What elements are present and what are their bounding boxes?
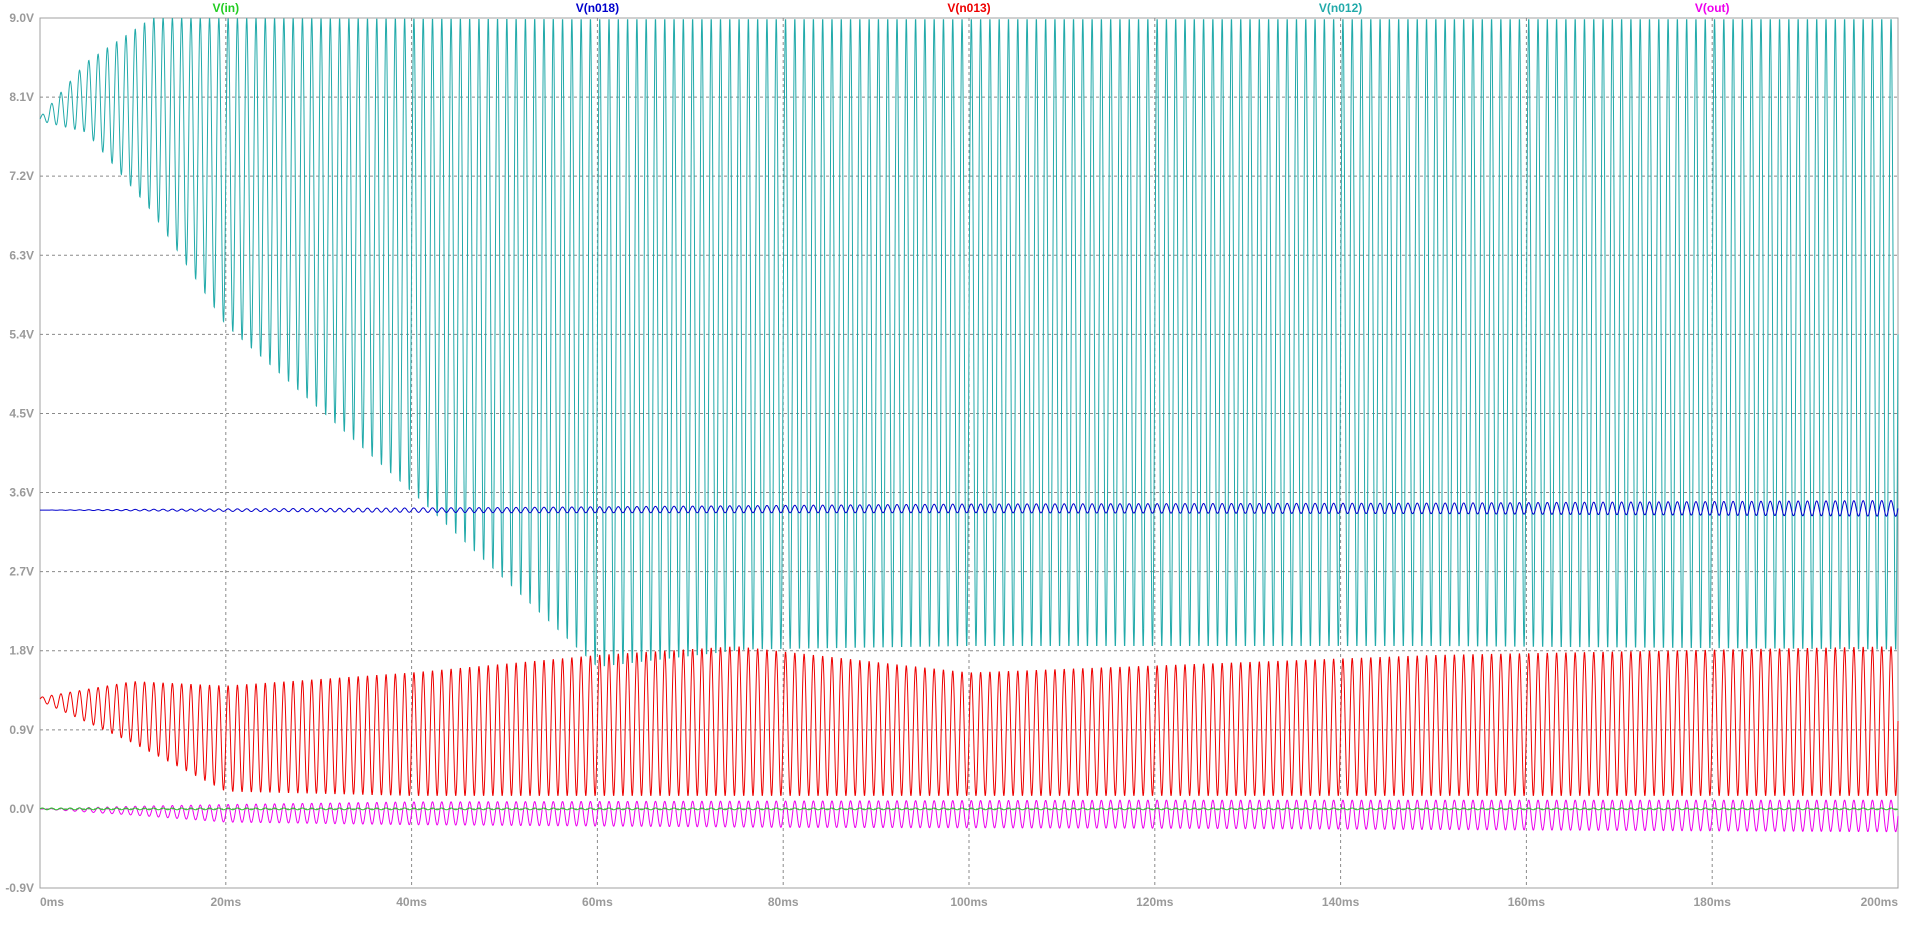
legend-entry: V(n018) xyxy=(576,1,619,15)
legend-entry: V(n012) xyxy=(1319,1,1362,15)
series-line xyxy=(39,18,1899,667)
x-tick-label: 180ms xyxy=(1694,895,1732,909)
x-tick-label: 160ms xyxy=(1508,895,1546,909)
y-tick-label: 0.0V xyxy=(9,802,34,816)
series-line xyxy=(39,807,1899,811)
y-tick-label: 5.4V xyxy=(9,327,34,341)
legend: V(in) V(n018) V(n013) V(n012) V(out) xyxy=(212,1,1729,15)
x-tick-label: 120ms xyxy=(1136,895,1174,909)
legend-entry: V(out) xyxy=(1695,1,1730,15)
x-tick-label: 80ms xyxy=(768,895,799,909)
y-tick-label: 8.1V xyxy=(9,90,34,104)
y-tick-label: 2.7V xyxy=(9,565,34,579)
x-tick-label: 100ms xyxy=(950,895,988,909)
y-tick-label: -0.9V xyxy=(5,881,34,895)
x-tick-label: 60ms xyxy=(582,895,613,909)
y-tick-label: 9.0V xyxy=(9,11,34,25)
y-tick-label: 7.2V xyxy=(9,169,34,183)
legend-entry: V(in) xyxy=(212,1,239,15)
x-tick-label: 140ms xyxy=(1322,895,1360,909)
series-layer xyxy=(39,18,1899,833)
grid xyxy=(40,18,1898,888)
y-axis-ticks: 9.0V 8.1V 7.2V 6.3V 5.4V 4.5V 3.6V 2.7V 1.8V 0.9V… xyxy=(5,11,34,895)
legend-entry: V(n013) xyxy=(947,1,990,15)
y-tick-label: 3.6V xyxy=(9,486,34,500)
y-tick-label: 4.5V xyxy=(9,406,34,420)
series-line xyxy=(40,500,1899,517)
y-tick-label: 6.3V xyxy=(9,248,34,262)
x-axis-ticks: 0ms 20ms 40ms 60ms 80ms 100ms 120ms 140ms 160ms 1… xyxy=(40,895,1898,909)
series-line xyxy=(40,799,1899,833)
series-line xyxy=(39,646,1899,796)
y-tick-label: 0.9V xyxy=(9,723,34,737)
x-tick-label: 40ms xyxy=(396,895,427,909)
y-tick-label: 1.8V xyxy=(9,644,34,658)
x-tick-label: 20ms xyxy=(210,895,241,909)
x-tick-label: 0ms xyxy=(40,895,64,909)
x-tick-label: 200ms xyxy=(1861,895,1899,909)
